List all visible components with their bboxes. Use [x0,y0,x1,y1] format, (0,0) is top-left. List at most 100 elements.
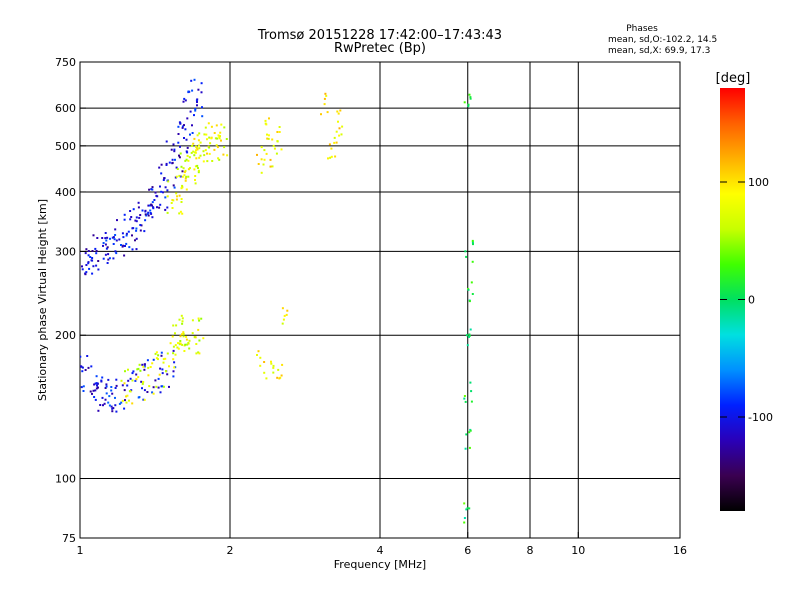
y-tick-label: 750 [55,56,76,69]
data-point [159,367,162,370]
data-point [113,238,116,241]
data-point [144,213,147,216]
data-point [74,272,76,274]
data-point [121,399,124,402]
data-point [264,119,267,122]
x-tick-label: 4 [377,544,384,557]
data-point [81,370,84,373]
data-point [187,159,190,162]
data-point [106,262,109,264]
data-point [196,134,199,137]
data-point [85,264,88,266]
data-point [156,206,158,209]
data-point [110,405,113,408]
data-point [131,234,133,237]
data-point [135,373,138,376]
data-point [149,209,152,212]
data-point [286,309,289,312]
data-point [120,379,123,382]
data-point [84,252,87,255]
data-point [181,333,183,336]
data-point [128,246,131,249]
data-point [201,115,204,118]
data-point [134,239,136,242]
data-point [216,146,219,149]
data-point [163,177,166,180]
data-point [174,332,176,335]
data-point [325,94,328,97]
data-point [154,379,157,382]
data-point [193,336,196,339]
data-point [177,133,180,135]
data-point [102,257,105,260]
data-point [87,262,90,265]
data-point [466,507,469,510]
data-point [88,267,91,270]
data-point [103,402,106,405]
data-point [139,229,142,232]
data-point [144,219,147,222]
data-point [112,243,115,245]
data-point [180,314,183,317]
data-point [210,125,213,128]
data-point [152,358,155,361]
data-point [142,381,145,383]
data-point [112,407,115,410]
data-point [146,391,149,393]
data-point [469,96,472,99]
data-point [175,198,178,201]
data-point [257,350,260,353]
data-point [114,387,117,389]
data-point [120,401,123,404]
y-tick-label: 300 [55,245,76,258]
data-point [176,168,179,170]
data-point [139,214,142,216]
data-point [138,216,141,219]
data-point [135,216,138,219]
data-point [164,208,167,211]
data-point [175,324,178,327]
data-point [282,318,285,321]
data-point [149,204,151,207]
data-point [214,137,217,140]
data-point [201,106,203,109]
data-point [172,358,175,361]
data-point [191,144,194,147]
data-point [267,137,270,140]
data-point [200,317,203,320]
data-point [187,168,190,171]
data-point [131,248,134,251]
data-point [123,254,126,257]
data-point [168,365,170,368]
data-point [194,175,197,177]
data-point [220,139,222,142]
data-point [135,227,138,230]
data-point [256,354,258,356]
data-point [165,162,168,165]
data-point [174,344,177,347]
data-point [262,163,265,166]
x-tick-labels: 1 2 4 6 8 10 16 [77,532,687,557]
data-point [467,105,470,108]
data-point [141,387,143,390]
data-point [95,387,98,390]
data-point [186,146,189,149]
data-point [189,133,191,136]
data-point [132,208,135,211]
data-point [181,184,184,187]
data-point [147,366,150,369]
legend-title: Phases [626,24,658,34]
y-tick-labels: 75 100 200 300 400 500 600 750 [55,56,86,545]
data-point [158,166,161,169]
data-point [204,149,207,152]
data-point [468,446,471,449]
data-point [125,242,128,245]
data-point [198,156,201,159]
data-point [160,354,163,357]
data-point [469,381,472,384]
data-point [468,335,470,338]
data-point [217,157,220,160]
data-point [111,410,114,413]
data-point [151,362,154,365]
data-point [470,281,473,284]
